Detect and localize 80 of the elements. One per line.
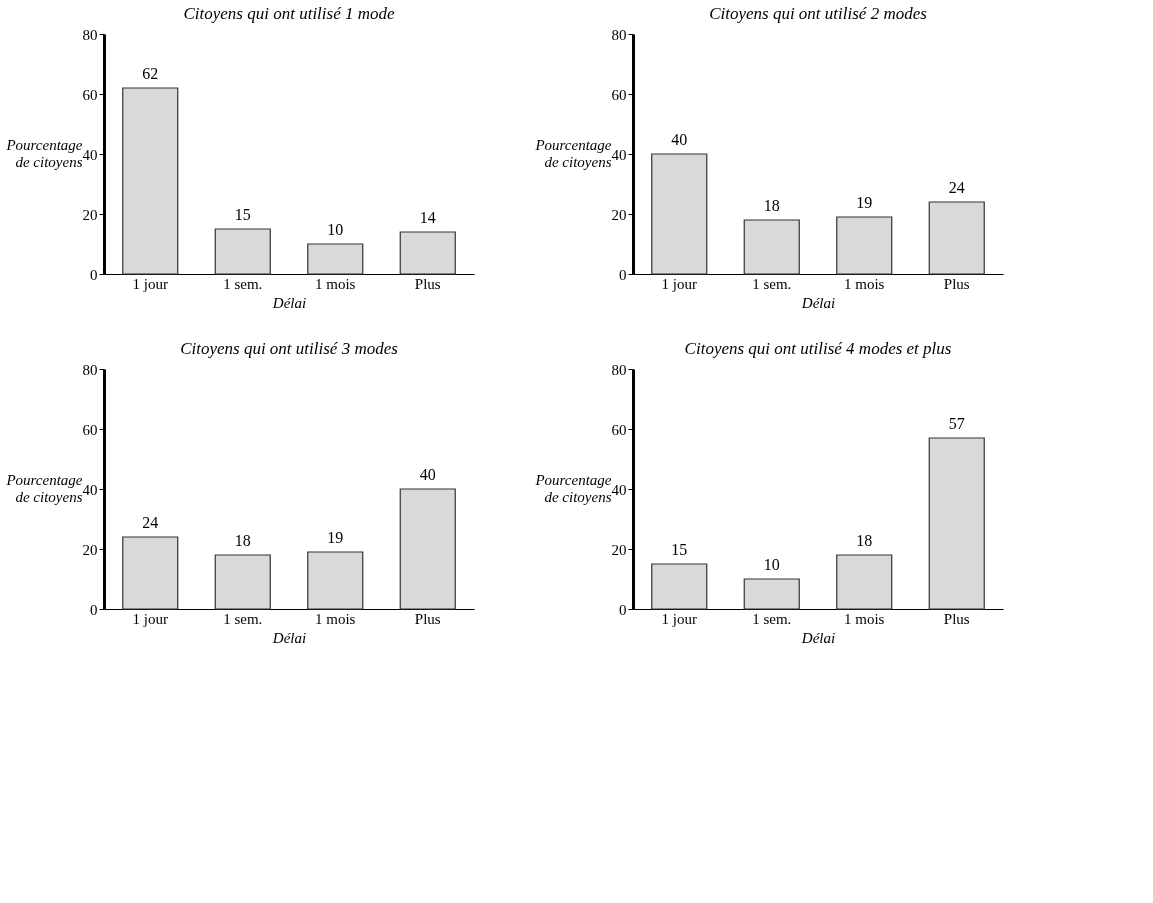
x-tick-label: 1 jour: [661, 610, 697, 627]
bar: [743, 578, 800, 610]
y-axis-title: Pourcentage de citoyens: [534, 136, 612, 170]
y-tick-label: 20: [82, 206, 98, 223]
y-tick-label: 40: [611, 146, 627, 163]
bar: [214, 554, 271, 610]
y-tick-label: 0: [619, 266, 627, 283]
bar: [836, 216, 893, 275]
chart-title: Citoyens qui ont utilisé 1 mode: [183, 4, 395, 23]
bar: [399, 231, 456, 275]
y-tick-label: 0: [90, 266, 98, 283]
x-tick-label: 1 mois: [315, 610, 356, 627]
bar: [399, 488, 456, 610]
data-label: 18: [234, 532, 251, 549]
data-label: 10: [327, 221, 344, 238]
data-label: 24: [142, 514, 159, 531]
y-axis-title: Pourcentage de citoyens: [534, 471, 612, 505]
x-tick-label: 1 jour: [132, 275, 168, 292]
x-tick-label: 1 sem.: [752, 610, 792, 627]
bar: [836, 554, 893, 610]
bar: [743, 219, 800, 275]
data-label: 40: [671, 131, 688, 148]
x-tick-label: 1 sem.: [752, 275, 792, 292]
bar: [928, 201, 985, 275]
x-tick-label: Plus: [414, 610, 441, 627]
x-tick-label: 1 jour: [661, 275, 697, 292]
data-label: 14: [419, 209, 436, 226]
y-tick-label: 60: [611, 421, 627, 438]
y-tick-label: 40: [82, 481, 98, 498]
x-axis-title: Délai: [271, 294, 307, 311]
y-tick-label: 60: [82, 421, 98, 438]
bar: [651, 563, 708, 610]
y-axis-title: Pourcentage de citoyens: [5, 136, 83, 170]
y-tick-label: 20: [82, 541, 98, 558]
y-tick-label: 20: [611, 541, 627, 558]
chart-title: Citoyens qui ont utilisé 3 modes: [180, 339, 399, 358]
bar: [307, 243, 364, 275]
y-tick-label: 0: [619, 601, 627, 618]
y-tick-label: 40: [611, 481, 627, 498]
data-label: 57: [948, 415, 965, 432]
x-axis-title: Délai: [271, 629, 307, 646]
y-tick-label: 20: [611, 206, 627, 223]
x-axis-title: Délai: [800, 629, 836, 646]
data-label: 62: [142, 65, 159, 82]
data-label: 19: [327, 529, 344, 546]
y-tick-label: 80: [611, 361, 627, 378]
data-label: 18: [763, 197, 780, 214]
x-tick-label: 1 sem.: [223, 275, 263, 292]
y-tick-label: 80: [82, 361, 98, 378]
x-tick-label: 1 mois: [844, 610, 885, 627]
bar: [122, 536, 179, 610]
x-tick-label: Plus: [943, 275, 970, 292]
data-label: 15: [234, 206, 251, 223]
data-label: 10: [763, 556, 780, 573]
x-tick-label: Plus: [943, 610, 970, 627]
y-axis-title: Pourcentage de citoyens: [5, 471, 83, 505]
y-tick-label: 80: [611, 26, 627, 43]
x-axis-title: Délai: [800, 294, 836, 311]
chart-title: Citoyens qui ont utilisé 2 modes: [709, 4, 928, 23]
data-label: 40: [419, 466, 436, 483]
data-label: 15: [671, 541, 688, 558]
bar: [214, 228, 271, 275]
data-label: 24: [948, 179, 965, 196]
x-tick-label: 1 mois: [315, 275, 356, 292]
y-tick-label: 80: [82, 26, 98, 43]
bar: [307, 551, 364, 610]
data-label: 18: [856, 532, 873, 549]
bar: [122, 87, 179, 275]
bar: [928, 437, 985, 610]
x-tick-label: 1 jour: [132, 610, 168, 627]
y-tick-label: 60: [611, 86, 627, 103]
bar: [651, 153, 708, 275]
chart-title: Citoyens qui ont utilisé 4 modes et plus: [684, 339, 952, 358]
x-tick-label: 1 mois: [844, 275, 885, 292]
x-tick-label: 1 sem.: [223, 610, 263, 627]
y-tick-label: 0: [90, 601, 98, 618]
y-tick-label: 60: [82, 86, 98, 103]
y-tick-label: 40: [82, 146, 98, 163]
x-tick-label: Plus: [414, 275, 441, 292]
data-label: 19: [856, 194, 873, 211]
